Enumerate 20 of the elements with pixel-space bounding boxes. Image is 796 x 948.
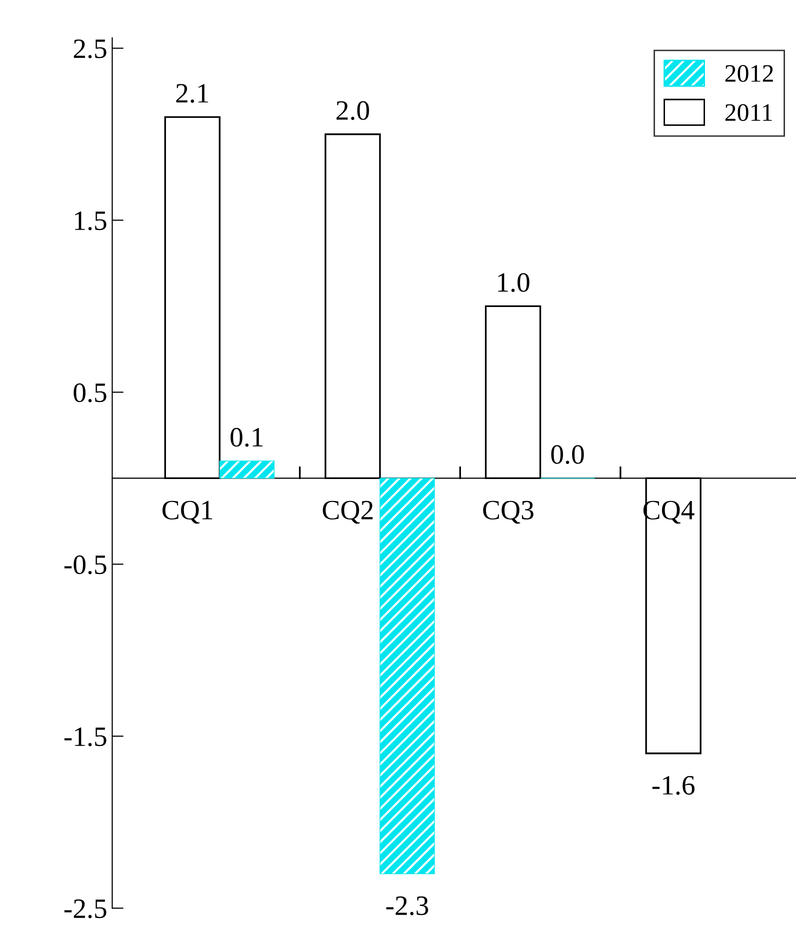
data-label: -2.3: [386, 896, 428, 916]
data-label: 0.0: [551, 445, 584, 464]
legend-label: 2012: [725, 65, 773, 82]
data-label: 0.1: [230, 428, 263, 447]
bar: [380, 478, 435, 874]
data-label: -1.6: [652, 776, 695, 795]
data-label: 2.1: [176, 84, 208, 103]
y-tick-label: -1.5: [64, 727, 106, 746]
data-label: 1.0: [498, 273, 530, 292]
legend-label: 2011: [725, 104, 772, 121]
x-tick-label: CQ1: [162, 500, 212, 524]
x-tick-label: CQ3: [483, 500, 534, 524]
y-tick-label: -0.5: [64, 555, 106, 574]
data-label: 2.0: [336, 101, 370, 120]
x-tick-label: CQ2: [322, 500, 373, 524]
y-tick-label: 2.5: [74, 39, 106, 58]
bar: [219, 460, 275, 479]
y-tick-label: -2.5: [64, 899, 106, 918]
y-tick-label: 1.5: [75, 212, 106, 230]
y-tick-label: 0.5: [74, 383, 106, 402]
